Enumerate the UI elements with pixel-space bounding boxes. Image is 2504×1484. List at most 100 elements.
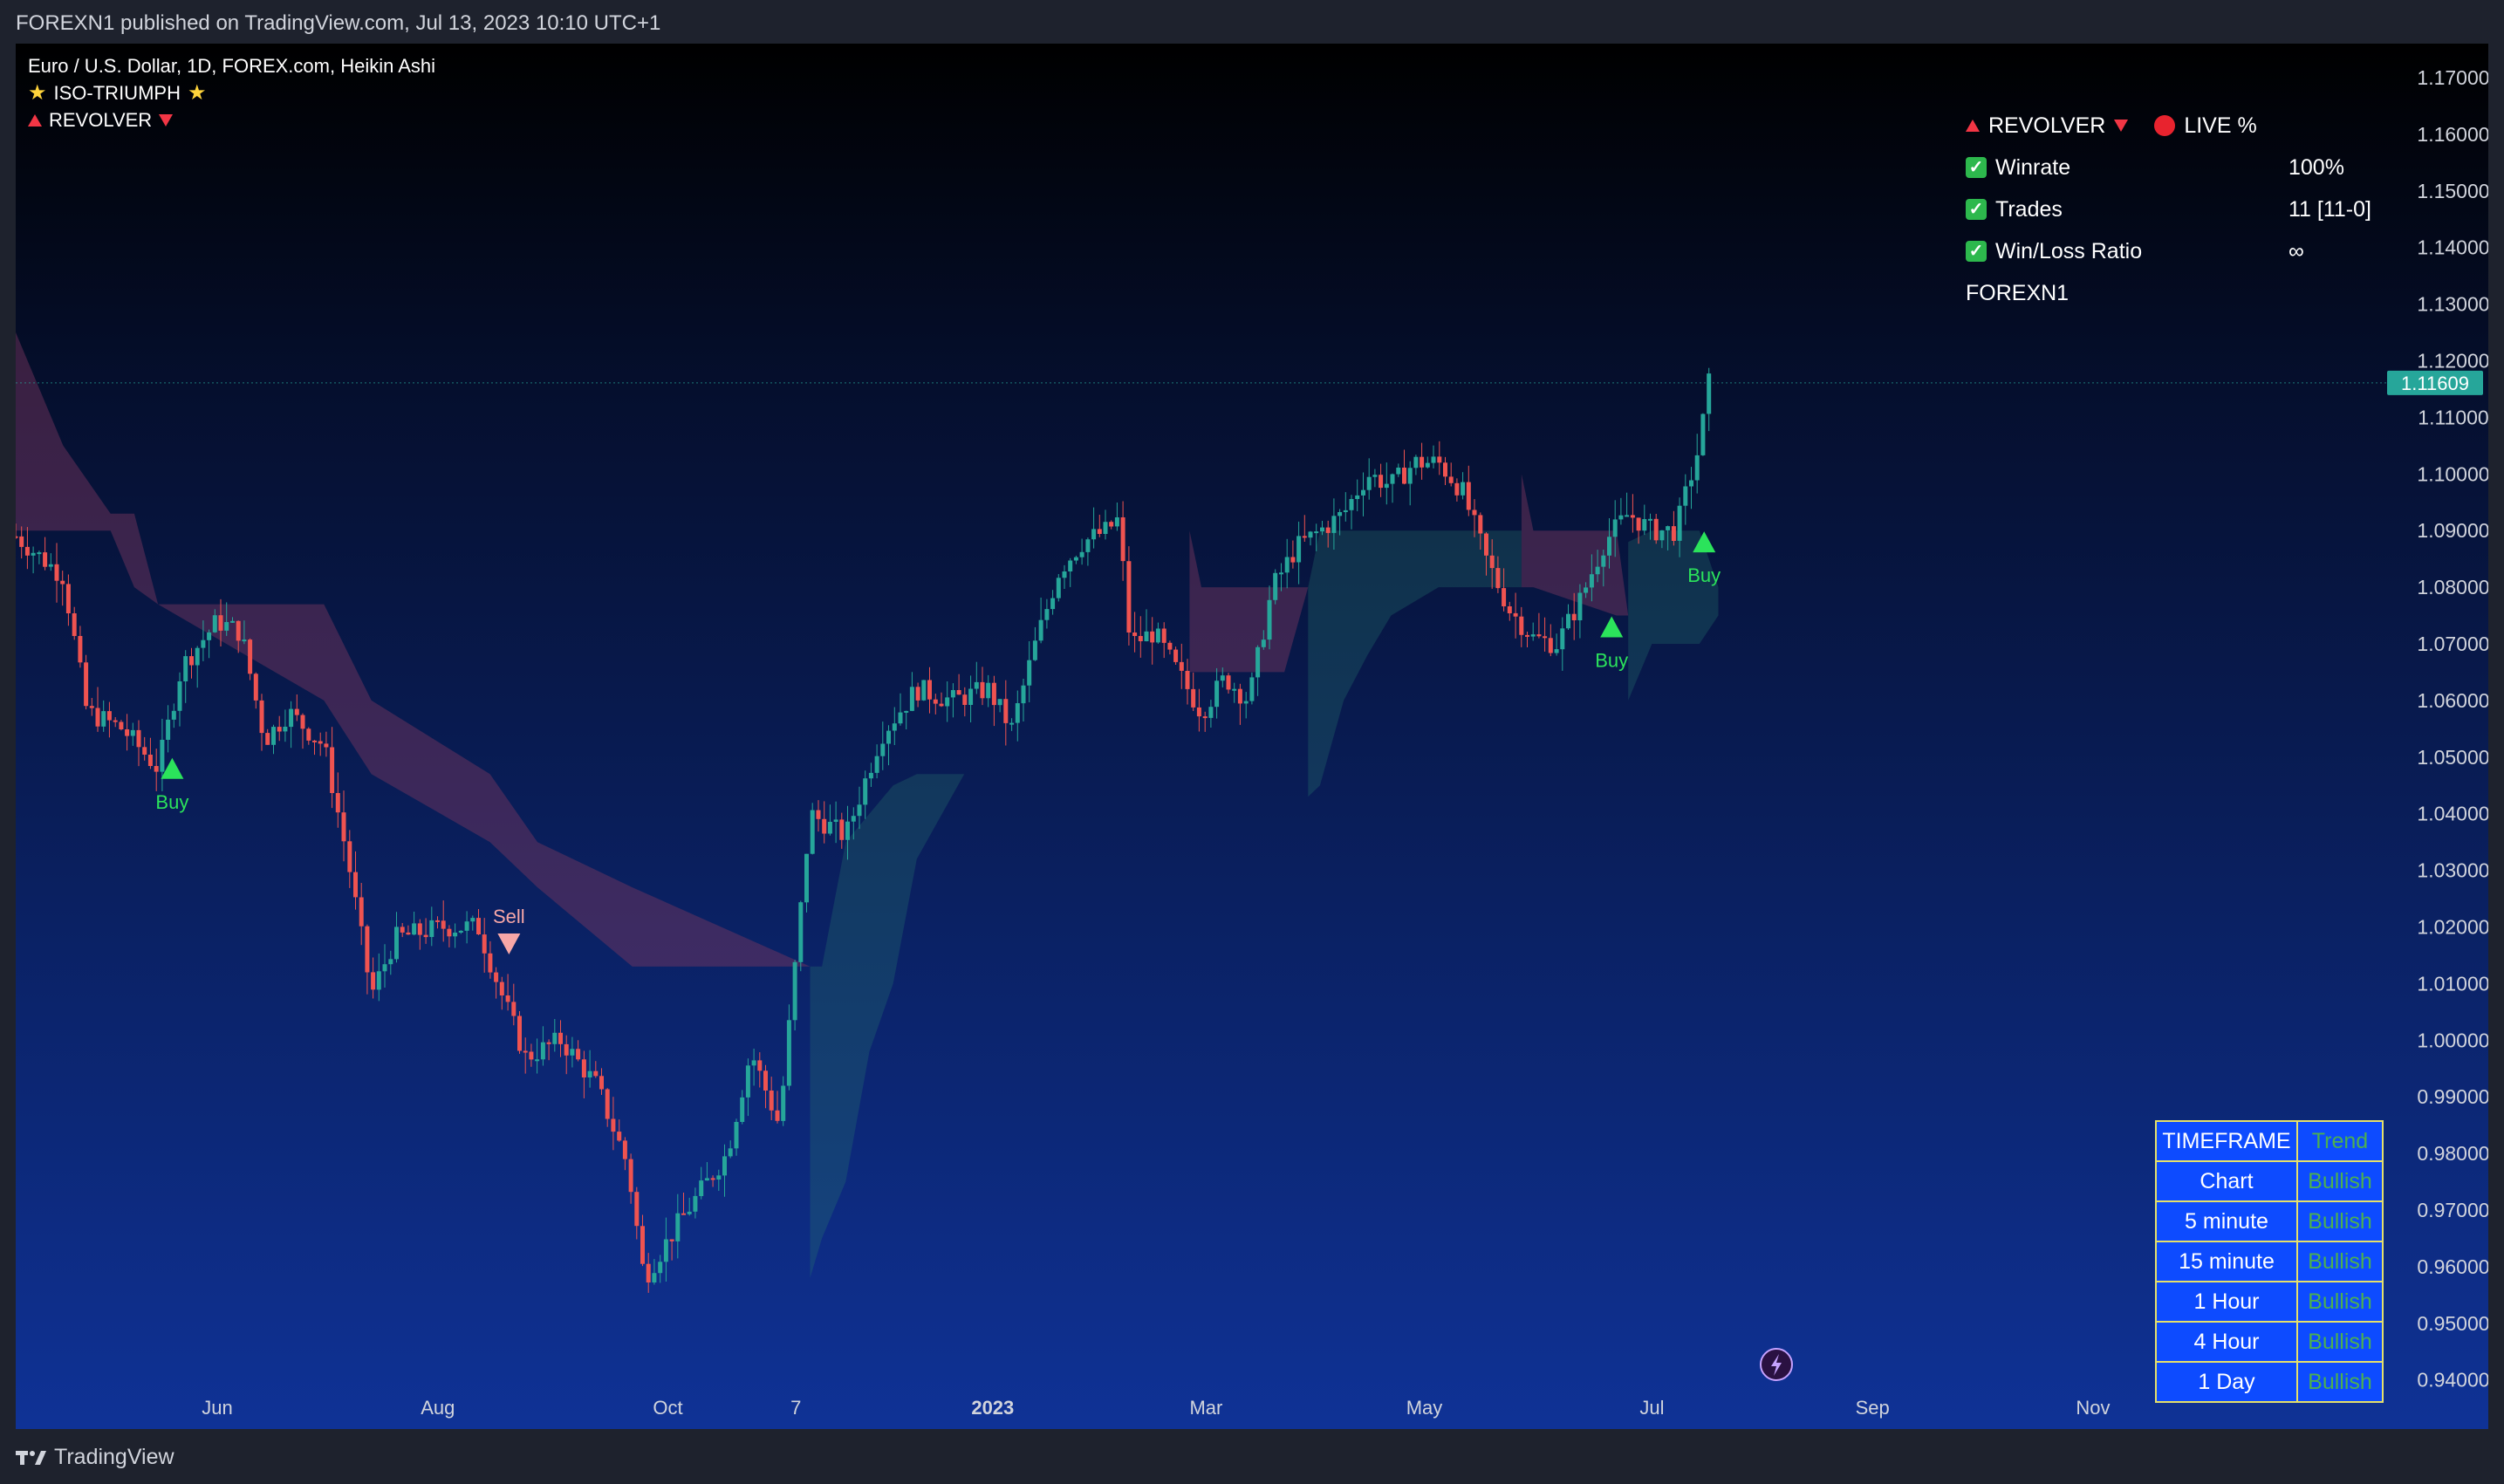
candle (1062, 564, 1067, 589)
candle (658, 1255, 663, 1283)
timeframe-cell: 15 minute (2155, 1241, 2298, 1282)
candle (19, 526, 24, 559)
candle (101, 700, 106, 732)
y-tick-label: 1.08000 (2417, 576, 2488, 598)
legend-indicator-revolver[interactable]: REVOLVER (28, 106, 435, 133)
candle (1689, 467, 1693, 509)
tradingview-logo[interactable]: TradingView (16, 1445, 174, 1470)
candle (827, 804, 832, 836)
candle (1642, 504, 1647, 536)
buy-signal-icon (1693, 531, 1716, 553)
candle (1144, 609, 1149, 642)
candle (1700, 413, 1706, 456)
candle (699, 1166, 704, 1200)
candle (1589, 554, 1594, 602)
candle (119, 720, 124, 731)
y-tick-label: 1.09000 (2417, 519, 2488, 542)
bullish-band (1628, 530, 1719, 701)
candle (464, 911, 469, 944)
stats-panel: REVOLVER LIVE % ✓ Winrate 100% ✓ Trades 11… (1966, 105, 2402, 314)
star-icon: ★ (28, 81, 47, 105)
candle (1249, 672, 1255, 705)
candle (1677, 497, 1682, 557)
candle (1261, 630, 1266, 650)
y-tick-label: 1.00000 (2417, 1029, 2488, 1051)
y-tick-label: 0.96000 (2417, 1255, 2488, 1278)
candle (880, 721, 886, 770)
candle (669, 1239, 674, 1261)
candle (376, 953, 381, 1002)
buy-signal-icon (1600, 616, 1624, 638)
candle (710, 1175, 715, 1187)
candle (335, 772, 340, 828)
candle (1595, 550, 1600, 583)
candle (1056, 574, 1061, 602)
candle (89, 698, 94, 716)
sell-signal-label: Sell (493, 906, 525, 927)
candle (1302, 515, 1307, 542)
candle (1085, 537, 1091, 566)
candle (423, 918, 428, 944)
candle (1103, 509, 1108, 540)
candle (798, 900, 804, 972)
candle (1050, 590, 1056, 615)
candle (898, 693, 903, 726)
candle (962, 687, 968, 717)
candle (1683, 474, 1688, 525)
candle (1379, 463, 1384, 497)
candle (1150, 617, 1155, 665)
candle (142, 736, 147, 761)
candle (1161, 622, 1166, 659)
y-tick-label: 1.10000 (2417, 462, 2488, 485)
candle (716, 1169, 722, 1191)
tradingview-brand: TradingView (54, 1445, 174, 1469)
candle (1653, 514, 1659, 544)
candle (1448, 462, 1454, 487)
candle (1437, 441, 1442, 475)
legend-symbol[interactable]: Euro / U.S. Dollar, 1D, FOREX.com, Heiki… (28, 52, 435, 79)
price-chart[interactable]: Buy Sell Buy Buy 1.17000 1.16000 1.15000 1.140… (16, 44, 2488, 1429)
candle (54, 543, 59, 603)
candle (851, 807, 856, 840)
candle (136, 720, 141, 767)
y-tick-label: 1.07000 (2417, 633, 2488, 655)
timeframe-cell: 4 Hour (2155, 1321, 2298, 1363)
candle (1560, 617, 1565, 671)
chart-canvas[interactable]: Buy Sell Buy Buy 1.17000 1.16000 1.15000 1.140… (16, 44, 2488, 1429)
candle (24, 527, 30, 570)
candle (60, 571, 65, 606)
candle (1659, 530, 1665, 549)
candle (318, 732, 323, 756)
candle (980, 667, 985, 706)
candle (1091, 507, 1097, 549)
candle (417, 919, 422, 950)
candle (499, 976, 504, 1010)
candle (1630, 494, 1635, 533)
buy-signal-label: Buy (155, 791, 188, 813)
trend-cell: Bullish (2296, 1160, 2384, 1202)
candle (324, 731, 329, 757)
bullish-band (1308, 530, 1522, 797)
live-label: LIVE % (2184, 113, 2257, 138)
candle (1461, 472, 1466, 500)
candle (1296, 521, 1302, 585)
candle (160, 718, 165, 791)
time-axis[interactable]: Jun Aug Oct 7 2023 Mar May Jul Sep Nov (202, 1397, 2110, 1419)
candle (1214, 667, 1220, 719)
candle (1502, 568, 1507, 612)
candle (195, 646, 200, 688)
legend-indicator-iso[interactable]: ★ ISO-TRIUMPH ★ (28, 79, 435, 106)
candle (1021, 679, 1026, 721)
candle (341, 790, 346, 862)
candle (1543, 617, 1548, 652)
price-axis[interactable]: 1.17000 1.16000 1.15000 1.14000 1.13000 1.120… (2387, 66, 2488, 1392)
candle (1425, 456, 1430, 468)
checkmark-icon: ✓ (1966, 157, 1987, 178)
x-tick-label: Sep (1856, 1397, 1890, 1419)
publish-header: FOREXN1 published on TradingView.com, Ju… (0, 0, 2504, 44)
candle (1202, 711, 1208, 732)
candle (1237, 683, 1242, 725)
replay-icon[interactable] (1760, 1348, 1793, 1381)
candle (1191, 672, 1196, 711)
candle (1413, 455, 1419, 475)
